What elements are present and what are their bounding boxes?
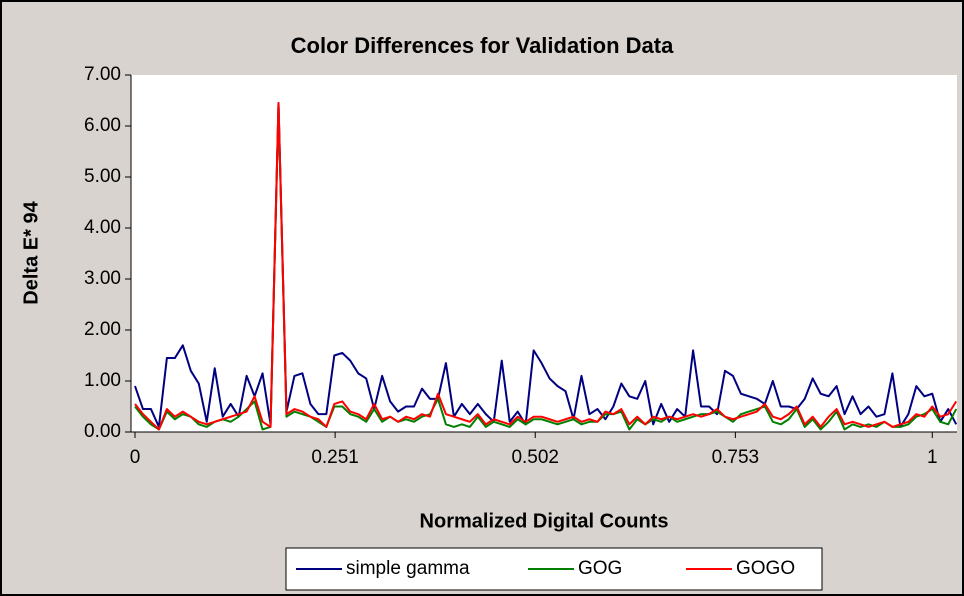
y-tick-label: 0.00	[84, 421, 121, 442]
plot-area	[131, 75, 957, 432]
y-tick-label: 3.00	[84, 268, 121, 289]
y-tick-label: 2.00	[84, 319, 121, 340]
y-tick-label: 7.00	[84, 64, 121, 85]
x-tick-label: 0.502	[511, 447, 559, 468]
legend-label: simple gamma	[346, 558, 470, 579]
chart-title: Color Differences for Validation Data	[291, 33, 674, 58]
x-tick-label: 0	[130, 447, 141, 468]
series-line	[134, 102, 958, 431]
y-axis-label: Delta E* 94	[20, 200, 42, 304]
x-tick-label: 1	[927, 447, 938, 468]
y-tick-label: 4.00	[84, 217, 121, 238]
y-tick-label: 1.00	[84, 370, 121, 391]
legend-label: GOGO	[736, 558, 795, 579]
x-tick-label: 0.753	[712, 447, 760, 468]
x-axis-label: Normalized Digital Counts	[420, 510, 669, 532]
x-tick-label: 0.251	[311, 447, 359, 468]
y-tick-label: 6.00	[84, 115, 121, 136]
y-tick-label: 5.00	[84, 166, 121, 187]
legend-label: GOG	[578, 558, 622, 579]
